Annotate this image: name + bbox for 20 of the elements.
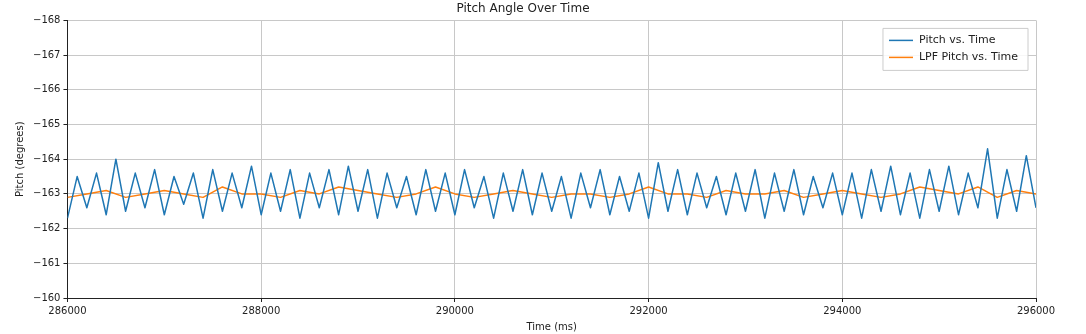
x-tick-label: 296000 xyxy=(1016,304,1056,316)
y-tick-label: −168 xyxy=(33,13,61,25)
x-tick-label: 288000 xyxy=(242,304,281,316)
x-tick-label: 294000 xyxy=(823,304,862,316)
y-tick-label: −162 xyxy=(33,222,61,234)
x-tick-label: 286000 xyxy=(48,304,87,316)
y-tick-label: −167 xyxy=(33,48,61,60)
y-tick-label: −163 xyxy=(33,187,61,199)
legend-label: LPF Pitch vs. Time xyxy=(918,50,1019,64)
y-tick-label: −165 xyxy=(33,118,61,130)
y-tick-label: −164 xyxy=(33,152,61,164)
chart-title: Pitch Angle Over Time xyxy=(456,1,590,16)
y-tick-label: −161 xyxy=(33,256,61,268)
legend-label: Pitch vs. Time xyxy=(918,33,996,47)
x-tick-label: 292000 xyxy=(629,304,668,316)
y-axis-title: Pitch (degrees) xyxy=(13,121,25,197)
y-tick-label: −160 xyxy=(33,291,61,303)
x-tick-label: 290000 xyxy=(435,304,474,316)
y-tick-label: −166 xyxy=(33,83,61,95)
x-axis-title: Time (ms) xyxy=(525,320,578,332)
